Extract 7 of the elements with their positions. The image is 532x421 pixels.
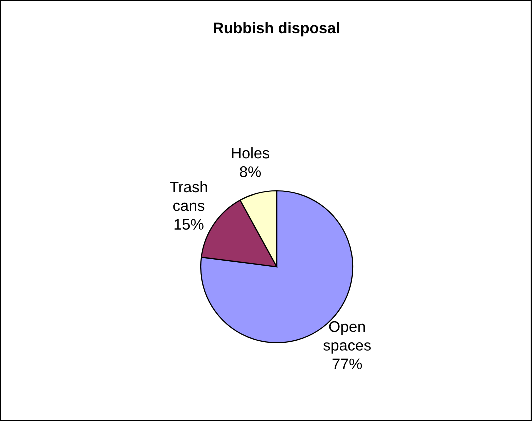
slice-label: Open spaces [324,321,372,354]
data-label: 77% [332,358,362,370]
chart-title: Rubbish disposal [214,22,340,37]
slice-label: Holes [232,147,270,159]
data-label: 15% [174,219,204,230]
data-label: 8% [240,166,262,178]
slice-label: Trash cans [170,181,208,212]
